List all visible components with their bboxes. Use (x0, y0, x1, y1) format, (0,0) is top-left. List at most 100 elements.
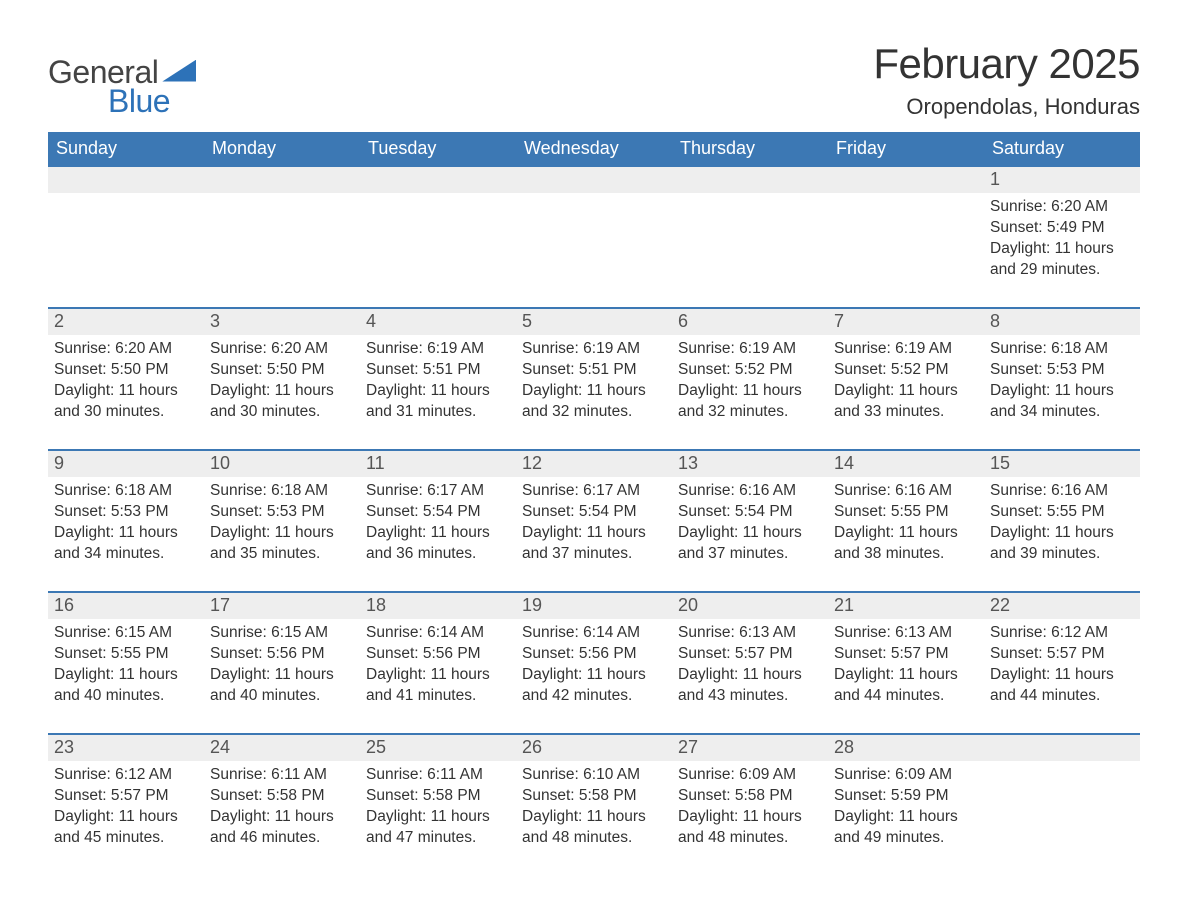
daylight-text: Daylight: 11 hours and 34 minutes. (54, 523, 198, 565)
sunset-text: Sunset: 5:51 PM (366, 360, 510, 381)
daylight-text: Daylight: 11 hours and 31 minutes. (366, 381, 510, 423)
day-number: 22 (984, 593, 1140, 619)
sunset-text: Sunset: 5:50 PM (210, 360, 354, 381)
day-number: 14 (828, 451, 984, 477)
logo-text-blue: Blue (108, 83, 170, 120)
day-detail: Sunrise: 6:13 AMSunset: 5:57 PMDaylight:… (672, 619, 828, 715)
sunrise-text: Sunrise: 6:09 AM (678, 765, 822, 786)
day-number (48, 167, 204, 193)
daylight-text: Daylight: 11 hours and 46 minutes. (210, 807, 354, 849)
sunset-text: Sunset: 5:57 PM (834, 644, 978, 665)
page-header: General Blue February 2025 Oropendolas, … (48, 40, 1140, 120)
day-number: 2 (48, 309, 204, 335)
sunrise-text: Sunrise: 6:17 AM (366, 481, 510, 502)
daylight-text: Daylight: 11 hours and 35 minutes. (210, 523, 354, 565)
day-number (672, 167, 828, 193)
day-of-week-cell: Tuesday (360, 132, 516, 167)
daylight-text: Daylight: 11 hours and 45 minutes. (54, 807, 198, 849)
sunset-text: Sunset: 5:57 PM (990, 644, 1134, 665)
sunrise-text: Sunrise: 6:20 AM (54, 339, 198, 360)
sunrise-text: Sunrise: 6:19 AM (834, 339, 978, 360)
day-detail: Sunrise: 6:19 AMSunset: 5:52 PMDaylight:… (828, 335, 984, 431)
day-number (828, 167, 984, 193)
day-number: 20 (672, 593, 828, 619)
sunset-text: Sunset: 5:56 PM (210, 644, 354, 665)
day-number: 5 (516, 309, 672, 335)
sunrise-text: Sunrise: 6:16 AM (990, 481, 1134, 502)
calendar-week: 9101112131415Sunrise: 6:18 AMSunset: 5:5… (48, 449, 1140, 573)
day-number: 26 (516, 735, 672, 761)
day-number (204, 167, 360, 193)
calendar-week: 16171819202122Sunrise: 6:15 AMSunset: 5:… (48, 591, 1140, 715)
day-number-row: 2345678 (48, 309, 1140, 335)
daylight-text: Daylight: 11 hours and 33 minutes. (834, 381, 978, 423)
sunset-text: Sunset: 5:58 PM (522, 786, 666, 807)
logo: General Blue (48, 40, 196, 120)
sunset-text: Sunset: 5:49 PM (990, 218, 1134, 239)
day-number: 17 (204, 593, 360, 619)
sunset-text: Sunset: 5:56 PM (522, 644, 666, 665)
day-number: 21 (828, 593, 984, 619)
daylight-text: Daylight: 11 hours and 37 minutes. (678, 523, 822, 565)
sunrise-text: Sunrise: 6:11 AM (366, 765, 510, 786)
day-detail (48, 193, 204, 289)
day-detail: Sunrise: 6:13 AMSunset: 5:57 PMDaylight:… (828, 619, 984, 715)
day-of-week-header: SundayMondayTuesdayWednesdayThursdayFrid… (48, 132, 1140, 167)
day-number: 1 (984, 167, 1140, 193)
day-number-row: 16171819202122 (48, 593, 1140, 619)
day-detail: Sunrise: 6:19 AMSunset: 5:51 PMDaylight:… (360, 335, 516, 431)
day-detail: Sunrise: 6:16 AMSunset: 5:55 PMDaylight:… (828, 477, 984, 573)
sunset-text: Sunset: 5:53 PM (210, 502, 354, 523)
day-detail: Sunrise: 6:20 AMSunset: 5:49 PMDaylight:… (984, 193, 1140, 289)
sunset-text: Sunset: 5:53 PM (54, 502, 198, 523)
logo-flag-icon (162, 60, 196, 82)
day-number: 16 (48, 593, 204, 619)
day-number: 15 (984, 451, 1140, 477)
daylight-text: Daylight: 11 hours and 41 minutes. (366, 665, 510, 707)
day-detail-row: Sunrise: 6:12 AMSunset: 5:57 PMDaylight:… (48, 761, 1140, 857)
daylight-text: Daylight: 11 hours and 47 minutes. (366, 807, 510, 849)
sunrise-text: Sunrise: 6:20 AM (990, 197, 1134, 218)
day-detail-row: Sunrise: 6:15 AMSunset: 5:55 PMDaylight:… (48, 619, 1140, 715)
day-number-row: 9101112131415 (48, 451, 1140, 477)
daylight-text: Daylight: 11 hours and 42 minutes. (522, 665, 666, 707)
sunrise-text: Sunrise: 6:10 AM (522, 765, 666, 786)
sunrise-text: Sunrise: 6:19 AM (522, 339, 666, 360)
daylight-text: Daylight: 11 hours and 44 minutes. (990, 665, 1134, 707)
day-detail: Sunrise: 6:11 AMSunset: 5:58 PMDaylight:… (360, 761, 516, 857)
day-of-week-cell: Monday (204, 132, 360, 167)
day-detail: Sunrise: 6:14 AMSunset: 5:56 PMDaylight:… (360, 619, 516, 715)
day-detail-row: Sunrise: 6:18 AMSunset: 5:53 PMDaylight:… (48, 477, 1140, 573)
sunrise-text: Sunrise: 6:19 AM (678, 339, 822, 360)
sunset-text: Sunset: 5:51 PM (522, 360, 666, 381)
sunrise-text: Sunrise: 6:19 AM (366, 339, 510, 360)
daylight-text: Daylight: 11 hours and 34 minutes. (990, 381, 1134, 423)
day-detail: Sunrise: 6:12 AMSunset: 5:57 PMDaylight:… (984, 619, 1140, 715)
day-number (984, 735, 1140, 761)
sunset-text: Sunset: 5:54 PM (366, 502, 510, 523)
day-number: 13 (672, 451, 828, 477)
daylight-text: Daylight: 11 hours and 48 minutes. (678, 807, 822, 849)
day-detail: Sunrise: 6:19 AMSunset: 5:52 PMDaylight:… (672, 335, 828, 431)
day-detail: Sunrise: 6:18 AMSunset: 5:53 PMDaylight:… (984, 335, 1140, 431)
day-number: 12 (516, 451, 672, 477)
day-number: 23 (48, 735, 204, 761)
daylight-text: Daylight: 11 hours and 32 minutes. (522, 381, 666, 423)
sunset-text: Sunset: 5:55 PM (990, 502, 1134, 523)
sunset-text: Sunset: 5:56 PM (366, 644, 510, 665)
sunrise-text: Sunrise: 6:11 AM (210, 765, 354, 786)
sunset-text: Sunset: 5:53 PM (990, 360, 1134, 381)
day-detail: Sunrise: 6:15 AMSunset: 5:56 PMDaylight:… (204, 619, 360, 715)
daylight-text: Daylight: 11 hours and 43 minutes. (678, 665, 822, 707)
day-detail (360, 193, 516, 289)
month-title: February 2025 (873, 40, 1140, 88)
sunrise-text: Sunrise: 6:13 AM (678, 623, 822, 644)
day-detail: Sunrise: 6:20 AMSunset: 5:50 PMDaylight:… (204, 335, 360, 431)
day-detail (828, 193, 984, 289)
day-of-week-cell: Wednesday (516, 132, 672, 167)
day-number (516, 167, 672, 193)
daylight-text: Daylight: 11 hours and 39 minutes. (990, 523, 1134, 565)
sunset-text: Sunset: 5:52 PM (834, 360, 978, 381)
day-number (360, 167, 516, 193)
daylight-text: Daylight: 11 hours and 36 minutes. (366, 523, 510, 565)
